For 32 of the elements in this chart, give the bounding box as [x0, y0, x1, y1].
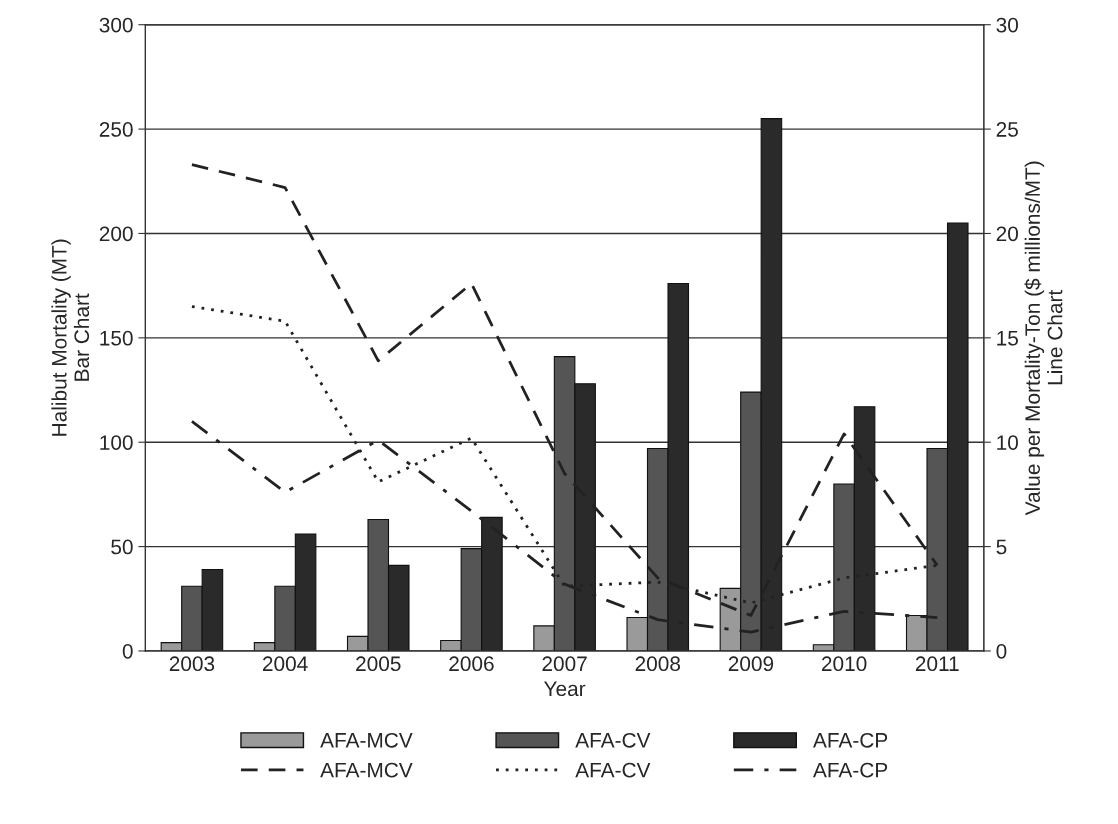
- x-tick-label: 2006: [449, 656, 494, 672]
- y-tick-label: 50: [111, 539, 133, 555]
- y-axis-title: Halibut Mortality (MT) Bar Chart: [51, 239, 90, 436]
- x-tick-label: 2009: [728, 656, 774, 672]
- legend-label: AFA-CP: [813, 732, 888, 748]
- y-tick-label: 0: [122, 643, 133, 659]
- y2-tick-label: 25: [996, 122, 1018, 137]
- legend-label: AFA-CP: [813, 762, 888, 778]
- x-tick-label: 2003: [169, 656, 215, 672]
- y2-tick-label: 0: [996, 643, 1007, 659]
- x-tick-label: 2010: [821, 656, 867, 672]
- legend-label: AFA-CV: [575, 762, 651, 778]
- x-tick-label: 2007: [542, 656, 587, 672]
- x-tick-label: 2011: [915, 656, 959, 672]
- legend-label: AFA-MCV: [320, 732, 413, 748]
- x-tick-label: 2005: [356, 656, 401, 672]
- legend-label: AFA-MCV: [320, 762, 413, 778]
- x-axis-title: Year: [544, 681, 586, 697]
- y2-tick-label: 10: [997, 435, 1018, 450]
- y-tick-label: 100: [100, 435, 133, 450]
- y-tick-label: 200: [99, 226, 133, 242]
- y-tick-label: 150: [100, 330, 133, 346]
- y2-tick-label: 5: [996, 539, 1007, 555]
- y2-tick-label: 20: [996, 226, 1018, 242]
- y2-tick-label: 30: [996, 17, 1018, 33]
- y-tick-label: 300: [99, 17, 133, 33]
- y2-axis-title: Value per Mortality-Ton ($ millions/MT) Line Chart: [1024, 161, 1063, 516]
- x-tick-label: 2004: [262, 656, 308, 672]
- x-tick-label: 2008: [635, 656, 681, 672]
- y-tick-label: 250: [99, 122, 133, 137]
- legend-label: AFA-CV: [575, 732, 651, 748]
- y2-tick-label: 15: [997, 331, 1018, 346]
